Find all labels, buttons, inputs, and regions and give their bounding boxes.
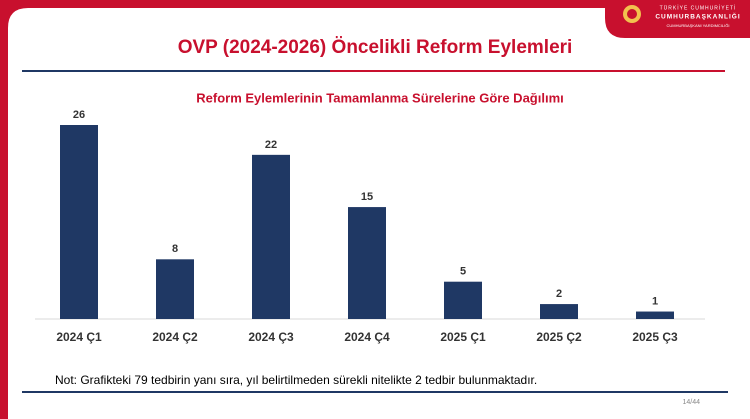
value-label: 26 [73, 109, 85, 121]
x-tick-label: 2024 Ç2 [152, 330, 198, 344]
bar [540, 304, 578, 319]
value-label: 8 [172, 243, 178, 255]
bar [348, 207, 386, 319]
logo-tab [605, 0, 750, 38]
bar [156, 259, 194, 319]
bar [252, 154, 290, 319]
x-tick-label: 2025 Ç3 [632, 330, 678, 344]
x-tick-label: 2025 Ç2 [536, 330, 582, 344]
chart-title: Reform Eylemlerinin Tamamlanma Sürelerin… [196, 90, 564, 105]
value-label: 1 [652, 295, 658, 307]
slide-title: OVP (2024-2026) Öncelikli Reform Eylemle… [178, 37, 573, 58]
x-tick-label: 2024 Ç4 [344, 330, 390, 344]
value-label: 5 [460, 266, 466, 278]
logo-sun-core [627, 9, 637, 19]
footnote: Not: Grafikteki 79 tedbirin yanı sıra, y… [55, 373, 537, 387]
x-tick-label: 2024 Ç3 [248, 330, 294, 344]
value-label: 15 [361, 191, 373, 203]
value-label: 22 [265, 139, 277, 151]
x-tick-label: 2025 Ç1 [440, 330, 486, 344]
bar [60, 125, 98, 319]
logo-text: TÜRKİYE CUMHURİYETİ [660, 4, 737, 11]
page-number: 14/44 [682, 399, 700, 406]
logo-text: CUMHURBAŞKANI YARDIMCILIĞI [667, 23, 730, 28]
x-tick-label: 2024 Ç1 [56, 330, 102, 344]
bar [636, 311, 674, 319]
logo-text: CUMHURBAŞKANLIĞI [655, 12, 740, 21]
bar [444, 281, 482, 319]
value-label: 2 [556, 288, 562, 300]
